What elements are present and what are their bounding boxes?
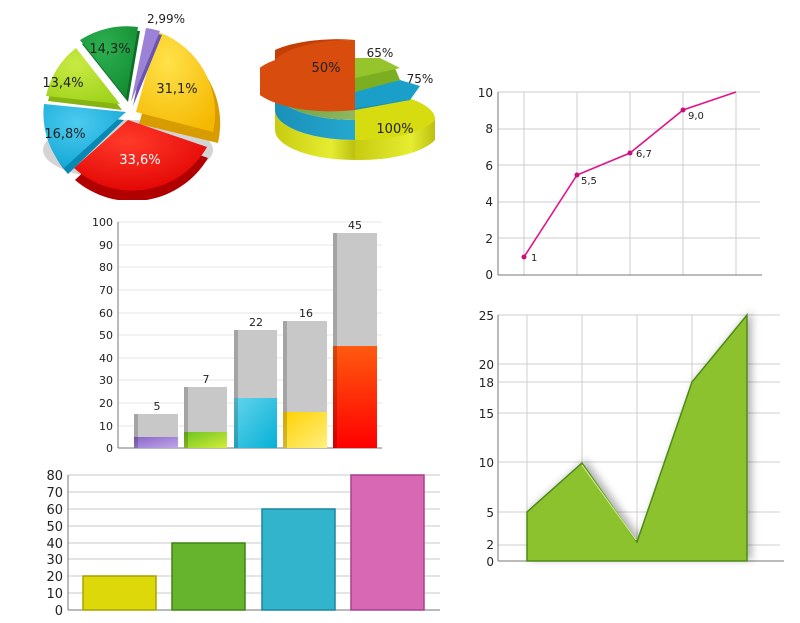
layered-pie-chart: 50% 65% 75% 100% bbox=[260, 39, 436, 161]
pie-label-green: 14,3% bbox=[89, 42, 130, 57]
pie-label-lime: 13,4% bbox=[42, 76, 83, 91]
svg-text:0: 0 bbox=[486, 555, 494, 569]
pie-label-red: 33,6% bbox=[119, 153, 160, 168]
layer-label-100: 100% bbox=[376, 122, 413, 137]
stacked-bar-2 bbox=[184, 387, 227, 448]
svg-text:15: 15 bbox=[479, 407, 494, 421]
stacked-bar-yticks: 0 10 20 30 40 50 60 70 80 90 100 bbox=[92, 216, 113, 455]
pie-slice-yellow bbox=[136, 32, 221, 143]
pie-slice-purple bbox=[131, 28, 162, 106]
area-chart-yticks: 0 2 5 10 15 18 20 25 bbox=[479, 309, 494, 569]
svg-text:20: 20 bbox=[99, 397, 113, 410]
svg-text:100: 100 bbox=[92, 216, 113, 229]
line-chart: 0 2 4 6 8 10 1 5,5 6,7 9,0 bbox=[478, 86, 762, 282]
stacked-bar-1 bbox=[134, 414, 178, 448]
svg-text:40: 40 bbox=[46, 537, 63, 552]
svg-text:10: 10 bbox=[99, 420, 113, 433]
svg-text:6: 6 bbox=[485, 159, 493, 173]
svg-text:22: 22 bbox=[249, 316, 263, 329]
pie-label-yellow: 31,1% bbox=[156, 82, 197, 97]
pie-slice-green bbox=[80, 26, 140, 103]
stacked-bar-4 bbox=[283, 321, 327, 448]
stacked-bar-3 bbox=[234, 330, 277, 448]
svg-text:25: 25 bbox=[479, 309, 494, 323]
svg-text:30: 30 bbox=[99, 374, 113, 387]
svg-text:70: 70 bbox=[46, 486, 63, 501]
svg-text:5,5: 5,5 bbox=[581, 176, 597, 187]
svg-text:2: 2 bbox=[486, 538, 494, 552]
area-chart: 0 2 5 10 15 18 20 25 bbox=[479, 309, 784, 569]
bar-1 bbox=[82, 575, 157, 611]
svg-text:60: 60 bbox=[99, 307, 113, 320]
svg-text:80: 80 bbox=[46, 469, 63, 484]
svg-text:10: 10 bbox=[479, 456, 494, 470]
layered-pie-right-wedges bbox=[355, 58, 436, 161]
layer-label-50: 50% bbox=[312, 61, 341, 76]
line-chart-yticks: 0 2 4 6 8 10 bbox=[478, 86, 493, 282]
pie-label-cyan: 16,8% bbox=[44, 127, 85, 142]
bar-4 bbox=[350, 474, 425, 611]
svg-text:10: 10 bbox=[46, 587, 63, 602]
svg-text:20: 20 bbox=[46, 570, 63, 585]
stacked-bar-top-labels: 5 7 22 16 45 bbox=[154, 219, 363, 413]
svg-text:0: 0 bbox=[106, 442, 113, 455]
pie-slice-cyan bbox=[43, 104, 126, 174]
stacked-bar-chart: 0 10 20 30 40 50 60 70 80 90 100 bbox=[92, 216, 382, 455]
svg-text:10: 10 bbox=[478, 86, 493, 100]
svg-text:9,0: 9,0 bbox=[688, 111, 704, 122]
svg-text:90: 90 bbox=[99, 239, 113, 252]
svg-text:30: 30 bbox=[46, 553, 63, 568]
pie-slice-red bbox=[74, 120, 208, 200]
svg-text:5: 5 bbox=[486, 506, 494, 520]
svg-text:80: 80 bbox=[99, 261, 113, 274]
svg-text:20: 20 bbox=[479, 358, 494, 372]
svg-text:5: 5 bbox=[154, 400, 161, 413]
layer-label-75: 75% bbox=[407, 72, 434, 86]
area-highlight bbox=[581, 464, 637, 541]
svg-text:7: 7 bbox=[203, 373, 210, 386]
bar-3 bbox=[261, 508, 336, 611]
pie-label-purple: 2,99% bbox=[147, 12, 185, 26]
stacked-bar-5 bbox=[333, 233, 377, 448]
svg-text:18: 18 bbox=[479, 376, 494, 390]
pie-slice-lime bbox=[46, 48, 122, 110]
svg-text:50: 50 bbox=[99, 329, 113, 342]
svg-text:50: 50 bbox=[46, 520, 63, 535]
line-chart-grid bbox=[498, 91, 760, 275]
svg-text:16: 16 bbox=[299, 307, 313, 320]
svg-text:1: 1 bbox=[531, 253, 537, 264]
svg-text:8: 8 bbox=[485, 122, 493, 136]
line-point-labels: 1 5,5 6,7 9,0 bbox=[531, 111, 704, 264]
svg-text:0: 0 bbox=[55, 604, 63, 619]
svg-text:2: 2 bbox=[485, 232, 493, 246]
layered-pie-left-stack bbox=[260, 39, 355, 160]
area-series bbox=[526, 312, 748, 562]
svg-text:60: 60 bbox=[46, 503, 63, 518]
svg-text:70: 70 bbox=[99, 284, 113, 297]
bar-2 bbox=[171, 542, 246, 611]
svg-text:45: 45 bbox=[348, 219, 362, 232]
svg-text:4: 4 bbox=[485, 195, 493, 209]
svg-text:0: 0 bbox=[485, 268, 493, 282]
line-points bbox=[521, 107, 686, 260]
bar-chart-yticks: 0 10 20 30 40 50 60 70 80 bbox=[46, 469, 63, 619]
svg-text:40: 40 bbox=[99, 352, 113, 365]
bar-chart: 0 10 20 30 40 50 60 70 80 bbox=[46, 469, 440, 619]
exploded-pie-chart: 31,1% 33,6% 16,8% 13,4% 14,3% 2,99% bbox=[42, 12, 221, 200]
layer-label-65: 65% bbox=[367, 46, 394, 60]
svg-text:6,7: 6,7 bbox=[636, 149, 652, 160]
